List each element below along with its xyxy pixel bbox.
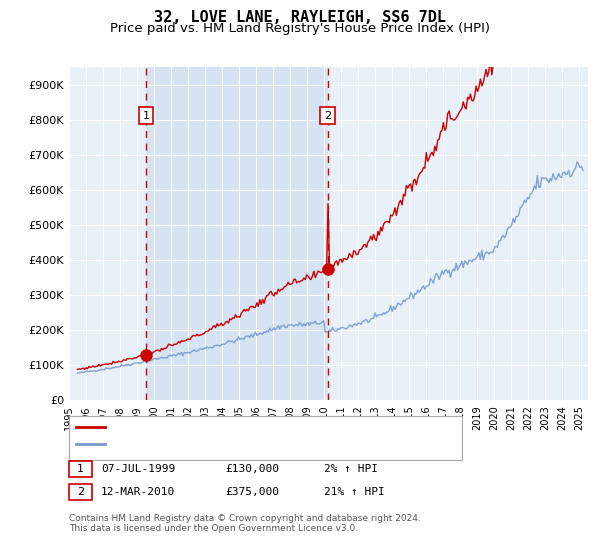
- Text: 1: 1: [142, 110, 149, 120]
- Text: 32, LOVE LANE, RAYLEIGH, SS6 7DL (detached house): 32, LOVE LANE, RAYLEIGH, SS6 7DL (detach…: [110, 422, 389, 432]
- Text: £375,000: £375,000: [225, 487, 279, 497]
- Text: 2: 2: [324, 110, 331, 120]
- Text: 12-MAR-2010: 12-MAR-2010: [101, 487, 175, 497]
- Text: 2: 2: [77, 487, 84, 497]
- Text: 32, LOVE LANE, RAYLEIGH, SS6 7DL: 32, LOVE LANE, RAYLEIGH, SS6 7DL: [154, 10, 446, 25]
- Text: Contains HM Land Registry data © Crown copyright and database right 2024.
This d: Contains HM Land Registry data © Crown c…: [69, 514, 421, 534]
- Text: 21% ↑ HPI: 21% ↑ HPI: [324, 487, 385, 497]
- Text: Price paid vs. HM Land Registry's House Price Index (HPI): Price paid vs. HM Land Registry's House …: [110, 22, 490, 35]
- Text: HPI: Average price, detached house, Rochford: HPI: Average price, detached house, Roch…: [110, 438, 349, 449]
- Text: 07-JUL-1999: 07-JUL-1999: [101, 464, 175, 474]
- Text: 1: 1: [77, 464, 84, 474]
- Text: £130,000: £130,000: [225, 464, 279, 474]
- Text: 2% ↑ HPI: 2% ↑ HPI: [324, 464, 378, 474]
- Bar: [146, 67, 328, 400]
